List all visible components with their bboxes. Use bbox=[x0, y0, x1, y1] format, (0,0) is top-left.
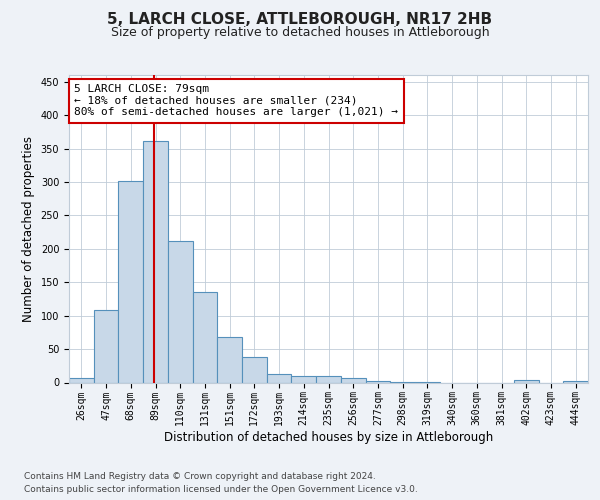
Text: Size of property relative to detached houses in Attleborough: Size of property relative to detached ho… bbox=[110, 26, 490, 39]
Bar bbox=[242, 357, 267, 382]
Bar bbox=[143, 140, 168, 382]
Bar bbox=[316, 376, 341, 382]
Bar bbox=[69, 378, 94, 382]
Bar bbox=[168, 241, 193, 382]
X-axis label: Distribution of detached houses by size in Attleborough: Distribution of detached houses by size … bbox=[164, 431, 493, 444]
Bar bbox=[267, 374, 292, 382]
Bar bbox=[217, 337, 242, 382]
Bar bbox=[118, 182, 143, 382]
Bar bbox=[94, 310, 118, 382]
Text: 5, LARCH CLOSE, ATTLEBOROUGH, NR17 2HB: 5, LARCH CLOSE, ATTLEBOROUGH, NR17 2HB bbox=[107, 12, 493, 28]
Bar bbox=[292, 376, 316, 382]
Y-axis label: Number of detached properties: Number of detached properties bbox=[22, 136, 35, 322]
Bar bbox=[365, 381, 390, 382]
Text: Contains public sector information licensed under the Open Government Licence v3: Contains public sector information licen… bbox=[24, 485, 418, 494]
Text: 5 LARCH CLOSE: 79sqm
← 18% of detached houses are smaller (234)
80% of semi-deta: 5 LARCH CLOSE: 79sqm ← 18% of detached h… bbox=[74, 84, 398, 117]
Text: Contains HM Land Registry data © Crown copyright and database right 2024.: Contains HM Land Registry data © Crown c… bbox=[24, 472, 376, 481]
Bar bbox=[193, 292, 217, 382]
Bar bbox=[514, 380, 539, 382]
Bar bbox=[341, 378, 365, 382]
Bar bbox=[563, 381, 588, 382]
